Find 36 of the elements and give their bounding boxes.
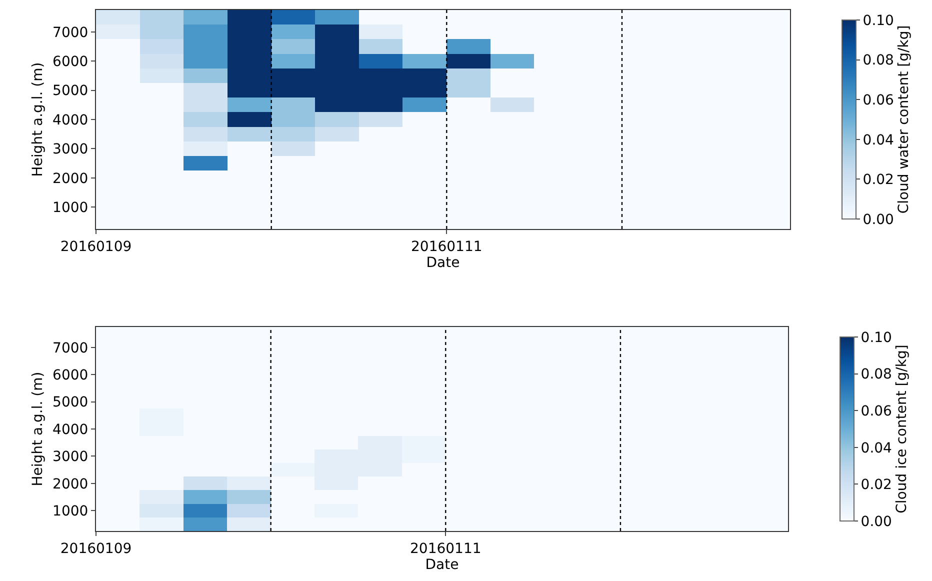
y-tick-label: 1000 [52, 504, 88, 520]
x-tick-label: 20160109 [60, 238, 132, 255]
color-bar-label: 0.02 [862, 172, 894, 188]
y-tick-label: 5000 [52, 83, 88, 100]
y-tick-label: 4000 [52, 112, 88, 128]
x-tick-label: 20160109 [60, 540, 132, 557]
y-tick-label: 4000 [52, 422, 88, 438]
y-tick-label: 7000 [52, 340, 88, 356]
y-tick-label: 2000 [52, 476, 88, 492]
color-bar-label: 0.04 [860, 440, 892, 456]
color-bar-label: 0.00 [862, 212, 894, 228]
y-tick-label: 2000 [52, 170, 88, 187]
y-tick-label: 6000 [52, 368, 88, 384]
y-tick-label: 3000 [52, 449, 88, 466]
color-bar-label: 0.08 [860, 366, 892, 383]
color-bar-label: 0.08 [862, 52, 894, 69]
color-bar-title: Cloud ice content [g/kg] [894, 344, 910, 514]
y-tick-label: 3000 [52, 142, 88, 158]
color-bar-label: 0.10 [862, 12, 894, 29]
color-bar-title: Cloud water content [g/kg] [896, 25, 912, 214]
y-tick-label: 7000 [52, 24, 88, 41]
color-bar-label: 0.10 [860, 330, 892, 346]
x-axis-title: Date [426, 254, 460, 271]
y-tick-label: 5000 [52, 394, 88, 411]
y-tick-label: 1000 [52, 200, 88, 216]
x-axis-title: Date [425, 556, 459, 573]
color-bar-label: 0.00 [860, 514, 892, 530]
color-bar-label: 0.04 [862, 132, 894, 148]
x-tick-label: 20160111 [411, 238, 482, 255]
y-axis-title: Height a.g.l. (m) [30, 62, 46, 177]
color-bar-label: 0.06 [860, 404, 892, 420]
y-tick-label: 6000 [52, 54, 88, 70]
color-bar-label: 0.06 [862, 92, 894, 108]
x-tick-label: 20160111 [410, 540, 482, 557]
y-axis-title: Height a.g.l. (m) [30, 372, 46, 486]
color-bar-label: 0.02 [860, 477, 892, 494]
